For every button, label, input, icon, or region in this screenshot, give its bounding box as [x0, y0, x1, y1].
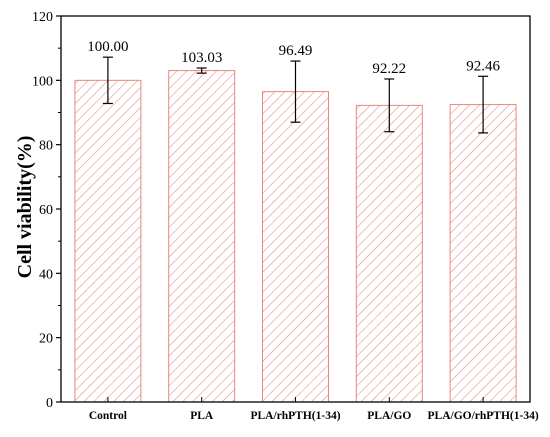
- bar-1: [168, 70, 236, 403]
- y-tick-label-4: 80: [39, 139, 53, 154]
- y-tick-label-0: 0: [46, 396, 53, 411]
- error-bar-0: [102, 56, 113, 105]
- y-tick-label-6: 120: [32, 10, 53, 25]
- y-axis-title-group: Cell viability(%): [14, 136, 36, 279]
- error-bar-1: [196, 67, 207, 74]
- bar-4: [449, 104, 517, 403]
- data-label-1: 103.03: [181, 50, 222, 66]
- error-bar-4: [478, 75, 489, 134]
- y-axis-title: Cell viability(%): [14, 136, 36, 279]
- y-tick-label-5: 100: [32, 74, 53, 89]
- error-bar-3: [384, 78, 395, 133]
- data-label-3: 92.22: [372, 61, 406, 77]
- y-ticks-layer: 0 20 40 60 80 100 120: [32, 10, 484, 411]
- error-bar-2: [290, 60, 301, 123]
- bar-2: [262, 91, 329, 403]
- data-labels-layer: 100.00 103.03 96.49 92.22 92.46: [87, 39, 500, 77]
- data-label-2: 96.49: [279, 43, 313, 59]
- data-label-4: 92.46: [466, 58, 500, 74]
- category-label-0: Control: [89, 410, 127, 422]
- category-label-4: PLA/GO/rhPTH(1-34): [428, 410, 539, 422]
- y-tick-label-2: 40: [39, 267, 53, 282]
- category-label-1: PLA: [190, 410, 214, 422]
- bar-3: [355, 104, 423, 403]
- error-bars-layer: [102, 56, 489, 134]
- category-label-2: PLA/rhPTH(1-34): [250, 410, 340, 422]
- bar-0: [74, 79, 142, 403]
- category-label-3: PLA/GO: [367, 410, 411, 422]
- data-label-0: 100.00: [87, 39, 128, 55]
- y-tick-label-3: 60: [39, 203, 53, 218]
- y-tick-label-1: 20: [39, 332, 53, 347]
- x-category-labels-layer: Control PLA PLA/rhPTH(1-34) PLA/GO PLA/GO/rh…: [89, 410, 539, 422]
